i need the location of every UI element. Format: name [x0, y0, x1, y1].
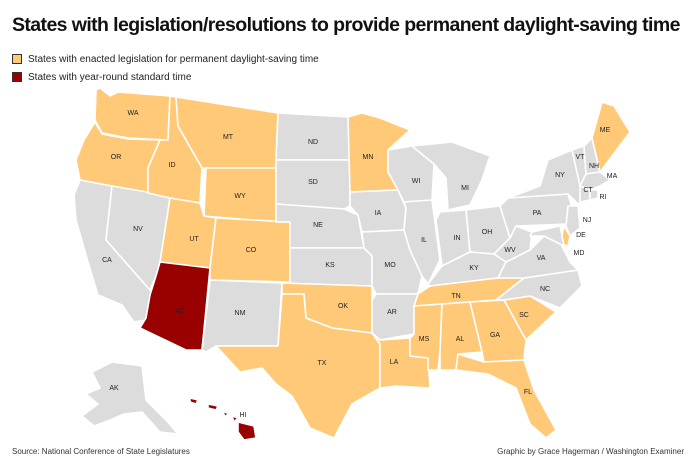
state-labels: WA OR CA NV ID MT WY UT CO AZ NM ND SD NE KS OK TX MN IA MO… [102, 110, 617, 419]
legend-swatch-dst [12, 54, 22, 64]
state-label-wi: WI [412, 178, 421, 185]
state-label-ky: KY [469, 265, 479, 272]
state-label-nh: NH [589, 163, 599, 170]
state-label-ks: KS [325, 262, 335, 269]
state-label-nv: NV [133, 226, 143, 233]
state-nj [565, 205, 581, 237]
state-label-nd: ND [308, 139, 318, 146]
state-label-va: VA [537, 255, 546, 262]
state-label-mi: MI [461, 185, 469, 192]
legend-item-dst: States with enacted legislation for perm… [12, 51, 319, 67]
state-label-ga: GA [490, 332, 500, 339]
state-label-ny: NY [555, 172, 565, 179]
state-label-me: ME [600, 127, 611, 134]
state-label-il: IL [421, 237, 427, 244]
state-label-vt: VT [576, 154, 586, 161]
state-label-md: MD [574, 250, 585, 257]
state-il [403, 199, 441, 285]
state-label-ar: AR [387, 309, 397, 316]
state-az [139, 261, 211, 351]
state-label-nc: NC [540, 286, 550, 293]
state-ak [81, 361, 179, 435]
state-label-ok: OK [338, 303, 348, 310]
state-label-wy: WY [234, 193, 246, 200]
graphic-credit: Graphic by Grace Hagerman / Washington E… [497, 447, 684, 456]
state-hi [189, 397, 257, 441]
state-sd [275, 159, 351, 210]
state-label-mn: MN [363, 154, 374, 161]
state-nd [275, 112, 351, 161]
state-label-mt: MT [223, 134, 234, 141]
legend-swatch-standard [12, 72, 22, 82]
state-label-id: ID [169, 162, 176, 169]
state-label-hi: HI [240, 412, 247, 419]
state-label-wv: WV [504, 247, 516, 254]
state-label-nm: NM [235, 310, 246, 317]
state-label-tn: TN [451, 293, 460, 300]
legend-item-standard: States with year-round standard time [12, 69, 319, 85]
state-label-de: DE [576, 232, 586, 239]
state-tx [215, 293, 381, 439]
state-me [591, 101, 631, 173]
state-label-la: LA [390, 359, 399, 366]
state-label-ne: NE [313, 222, 323, 229]
state-label-or: OR [111, 154, 122, 161]
state-label-tx: TX [318, 360, 327, 367]
state-label-co: CO [246, 247, 257, 254]
legend-label-standard: States with year-round standard time [28, 71, 192, 83]
state-label-az: AZ [176, 308, 186, 315]
state-fl [455, 353, 557, 439]
map-title: States with legislation/resolutions to p… [12, 14, 680, 36]
source-note: Source: National Conference of State Leg… [12, 447, 190, 456]
state-label-ia: IA [375, 210, 382, 217]
state-label-mo: MO [384, 262, 396, 269]
legend: States with enacted legislation for perm… [12, 51, 319, 87]
state-label-oh: OH [482, 229, 493, 236]
state-label-pa: PA [533, 210, 542, 217]
state-label-ct: CT [583, 187, 593, 194]
state-label-sd: SD [308, 179, 318, 186]
legend-label-dst: States with enacted legislation for perm… [28, 53, 319, 65]
state-label-nj: NJ [583, 217, 592, 224]
state-label-al: AL [456, 336, 465, 343]
state-ri [589, 189, 599, 201]
state-label-ut: UT [189, 236, 199, 243]
state-label-ms: MS [419, 336, 430, 343]
state-label-ca: CA [102, 257, 112, 264]
state-la [371, 332, 431, 389]
state-label-fl: FL [524, 389, 532, 396]
state-label-sc: SC [519, 312, 529, 319]
state-ar [371, 293, 419, 341]
state-md [529, 225, 565, 247]
state-label-ma: MA [607, 173, 618, 180]
state-label-ri: RI [600, 194, 607, 201]
state-label-ak: AK [109, 385, 119, 392]
state-label-in: IN [454, 235, 461, 242]
state-mi [411, 141, 491, 211]
state-label-wa: WA [127, 110, 138, 117]
